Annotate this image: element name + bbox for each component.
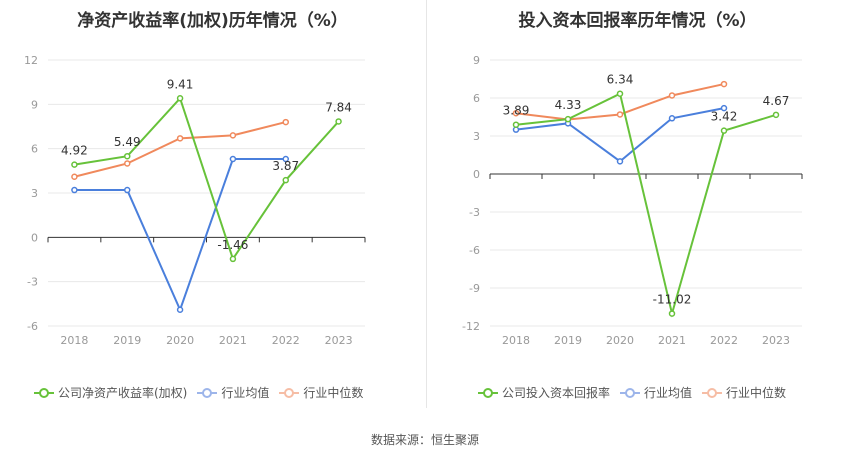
x-tick-label: 2022 — [272, 334, 300, 347]
data-point — [176, 135, 184, 142]
y-tick-label: 3 — [473, 130, 480, 143]
data-label: 4.92 — [61, 144, 88, 158]
legend-label: 行业均值 — [644, 386, 693, 400]
legend-item-industry-median[interactable]: 行业中位数 — [702, 384, 786, 401]
data-label: -11.02 — [653, 293, 692, 307]
legend-item-company-roic[interactable]: 公司投入资本回报率 — [478, 384, 610, 401]
chart-title-roe: 净资产收益率(加权)历年情况（%） — [77, 11, 348, 31]
y-tick-label: 3 — [31, 187, 38, 200]
data-point — [71, 161, 78, 168]
x-tick-label: 2018 — [60, 334, 88, 347]
data-label: 3.42 — [711, 110, 738, 124]
charts-svg: 12 9 6 3 0 -3 -6 2018 2019 2020 2021 2022 2023 4.92 5.… — [24, 54, 803, 347]
data-label: 4.33 — [555, 98, 582, 112]
data-point — [229, 132, 237, 139]
x-tick-label: 2023 — [762, 334, 790, 347]
x-tick-label: 2020 — [606, 334, 634, 347]
x-tick-label: 2020 — [166, 334, 194, 347]
data-point — [282, 155, 289, 163]
legend-swatch-orange — [279, 387, 300, 399]
legend-label: 行业中位数 — [726, 386, 787, 400]
data-point — [668, 115, 676, 122]
data-point — [229, 255, 237, 263]
data-point — [616, 158, 624, 165]
legend-label: 行业中位数 — [303, 386, 364, 400]
data-point — [616, 111, 624, 118]
series-line — [74, 158, 286, 313]
data-point — [71, 173, 78, 180]
data-point — [124, 152, 131, 160]
legend-item-company-roe[interactable]: 公司净资产收益率(加权) — [34, 384, 187, 401]
y-tick-label: -3 — [469, 206, 480, 219]
data-label: 6.34 — [607, 73, 634, 87]
series-line — [74, 121, 286, 178]
x-tick-label: 2022 — [710, 334, 738, 347]
data-point — [616, 90, 624, 97]
y-tick-label: -9 — [469, 282, 480, 295]
y-tick-label: 9 — [473, 54, 480, 67]
data-point — [720, 127, 728, 134]
data-source: 数据来源：恒生聚源 — [370, 433, 479, 447]
data-point — [176, 306, 184, 313]
data-point — [176, 95, 184, 102]
legend-label: 行业均值 — [221, 386, 270, 400]
series-line — [515, 92, 777, 318]
x-tick-label: 2021 — [658, 334, 686, 347]
data-point — [124, 160, 131, 167]
y-tick-label: -3 — [27, 276, 38, 289]
x-tick-label: 2018 — [502, 334, 530, 347]
data-point — [335, 118, 342, 125]
legend-swatch-green — [478, 387, 498, 399]
legend-roe: 公司净资产收益率(加权) 行业均值 行业中位数 — [34, 384, 373, 401]
data-point — [512, 109, 520, 117]
data-point — [668, 310, 676, 317]
data-label: 7.84 — [325, 100, 352, 114]
data-point — [229, 155, 237, 163]
series-line — [74, 96, 340, 262]
x-tick-label: 2019 — [554, 334, 582, 347]
legend-swatch-green — [34, 387, 54, 399]
y-tick-label: 9 — [31, 98, 38, 111]
y-tick-label: -6 — [469, 244, 480, 257]
data-label: -1.46 — [217, 238, 248, 252]
data-point — [772, 111, 780, 119]
y-tick-label: 12 — [24, 54, 38, 67]
data-label: 9.41 — [167, 77, 194, 91]
x-tick-label: 2023 — [325, 334, 353, 347]
data-point — [720, 104, 728, 112]
legend-label: 公司投入资本回报率 — [502, 386, 611, 400]
legend-item-industry-mean[interactable]: 行业均值 — [197, 384, 269, 401]
legend-swatch-blue — [197, 387, 218, 399]
data-label: 3.89 — [503, 104, 530, 118]
legend-swatch-blue — [620, 387, 641, 399]
y-tick-label: 0 — [473, 168, 480, 181]
data-label: 3.87 — [272, 159, 299, 173]
data-point — [668, 92, 676, 99]
data-label: 5.49 — [114, 135, 141, 149]
legend-item-industry-median[interactable]: 行业中位数 — [279, 384, 363, 401]
data-point — [720, 80, 728, 88]
x-tick-label: 2019 — [113, 334, 141, 347]
legend-swatch-orange — [702, 387, 723, 399]
data-point — [512, 121, 520, 128]
data-point — [282, 176, 289, 184]
legend-label: 公司净资产收益率(加权) — [58, 386, 188, 400]
y-tick-label: -6 — [27, 320, 38, 333]
y-tick-label: 0 — [31, 231, 38, 244]
y-tick-label: 6 — [473, 92, 480, 105]
y-tick-label: -12 — [462, 320, 480, 333]
data-point — [124, 186, 131, 194]
legend-item-industry-mean[interactable]: 行业均值 — [620, 384, 692, 401]
panel-divider — [426, 0, 427, 408]
data-point — [282, 118, 289, 126]
data-point — [564, 115, 572, 123]
data-point — [71, 186, 78, 194]
y-tick-label: 6 — [31, 143, 38, 156]
data-label: 4.67 — [763, 94, 790, 108]
legend-roic: 公司投入资本回报率 行业均值 行业中位数 — [478, 384, 796, 401]
x-tick-label: 2021 — [219, 334, 247, 347]
chart-title-roic: 投入资本回报率历年情况（%） — [518, 11, 757, 31]
